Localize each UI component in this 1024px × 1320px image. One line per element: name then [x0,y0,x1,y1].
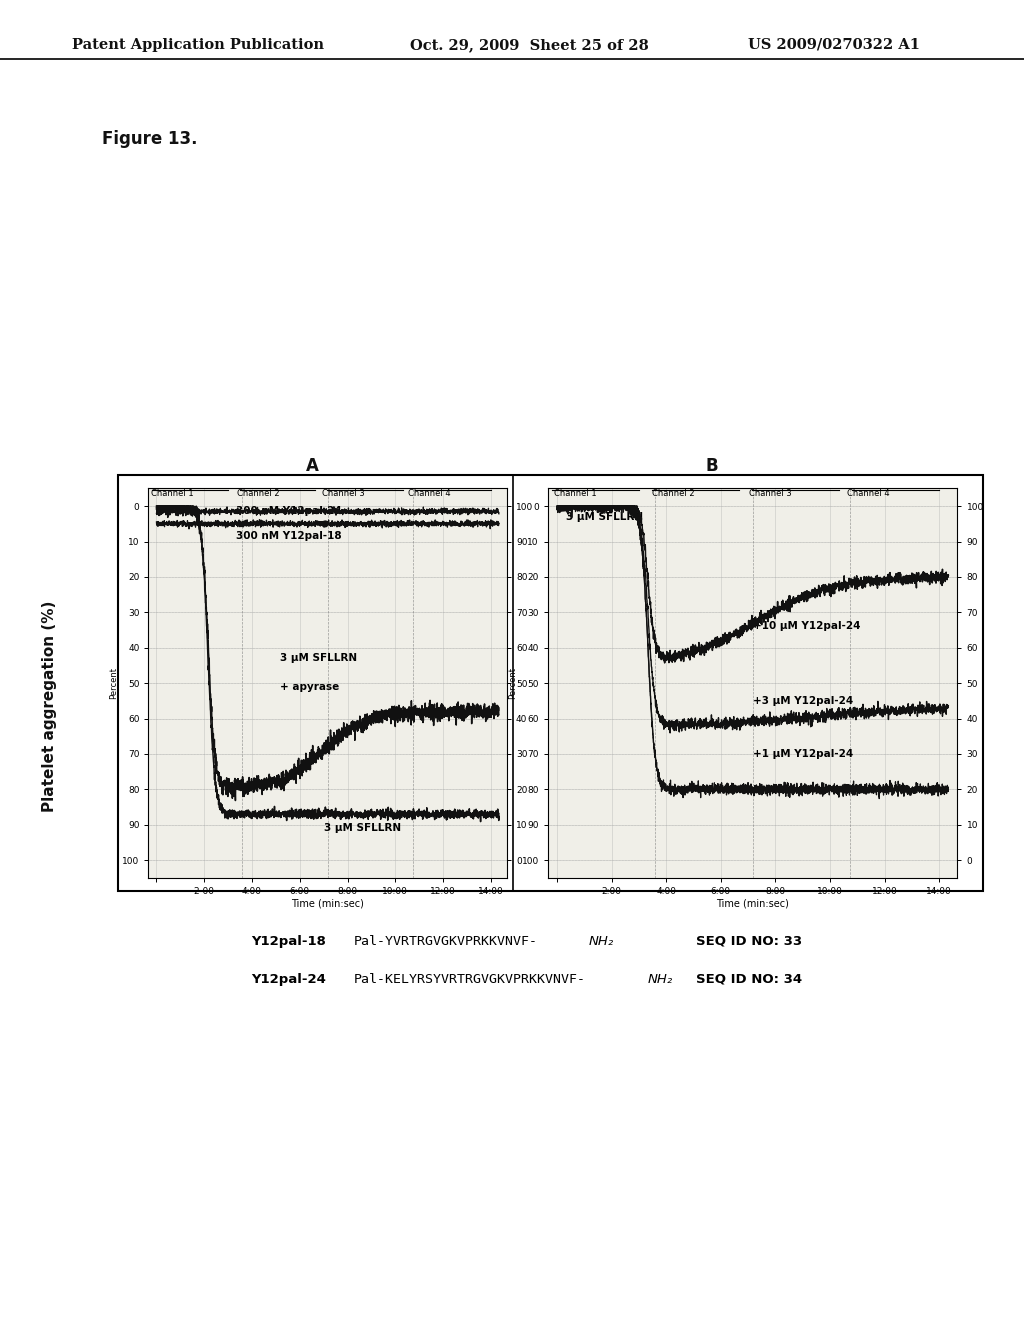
Text: +3 μM Y12pal-24: +3 μM Y12pal-24 [753,696,853,706]
Text: Channel 1: Channel 1 [554,490,596,498]
Text: NH₂: NH₂ [647,973,673,986]
Text: Platelet aggregation (%): Platelet aggregation (%) [42,601,56,812]
Text: Channel 3: Channel 3 [323,490,365,498]
Text: 300 nM Y12pal-24: 300 nM Y12pal-24 [237,507,342,516]
Text: NH₂: NH₂ [589,935,614,948]
Text: +10 μM Y12pal-24: +10 μM Y12pal-24 [753,622,860,631]
Text: +1 μM Y12pal-24: +1 μM Y12pal-24 [753,748,853,759]
Text: Patent Application Publication: Patent Application Publication [72,38,324,51]
Text: A: A [306,457,318,475]
Text: Channel 2: Channel 2 [651,490,694,498]
Text: 3 μM SFLLRN: 3 μM SFLLRN [324,824,400,833]
Y-axis label: Percent: Percent [508,667,517,700]
Text: Pal-YVRTRGVGKVPRKKVNVF-: Pal-YVRTRGVGKVPRKKVNVF- [353,935,538,948]
Text: Y12pal-24: Y12pal-24 [251,973,326,986]
Text: Figure 13.: Figure 13. [102,129,198,148]
Text: SEQ ID NO: 33: SEQ ID NO: 33 [696,935,803,948]
Text: B: B [706,457,718,475]
Text: 3 μM SFLLRN: 3 μM SFLLRN [566,512,643,521]
X-axis label: Time (min:sec): Time (min:sec) [716,899,790,908]
Text: Channel 2: Channel 2 [237,490,280,498]
Text: Channel 4: Channel 4 [848,490,890,498]
Text: + apyrase: + apyrase [280,681,339,692]
Text: SEQ ID NO: 34: SEQ ID NO: 34 [696,973,803,986]
Y-axis label: Percent: Percent [109,667,118,700]
Text: Oct. 29, 2009  Sheet 25 of 28: Oct. 29, 2009 Sheet 25 of 28 [410,38,648,51]
Text: US 2009/0270322 A1: US 2009/0270322 A1 [748,38,920,51]
Text: Pal-KELYRSYVRTRGVGKVPRKKVNVF-: Pal-KELYRSYVRTRGVGKVPRKKVNVF- [353,973,586,986]
Text: 3 μM SFLLRN: 3 μM SFLLRN [280,653,357,664]
Text: Y12pal-18: Y12pal-18 [251,935,326,948]
Text: 300 nM Y12pal-18: 300 nM Y12pal-18 [237,531,342,541]
Text: Channel 3: Channel 3 [750,490,793,498]
Text: Channel 4: Channel 4 [408,490,451,498]
Text: Channel 1: Channel 1 [152,490,194,498]
X-axis label: Time (min:sec): Time (min:sec) [291,899,365,908]
